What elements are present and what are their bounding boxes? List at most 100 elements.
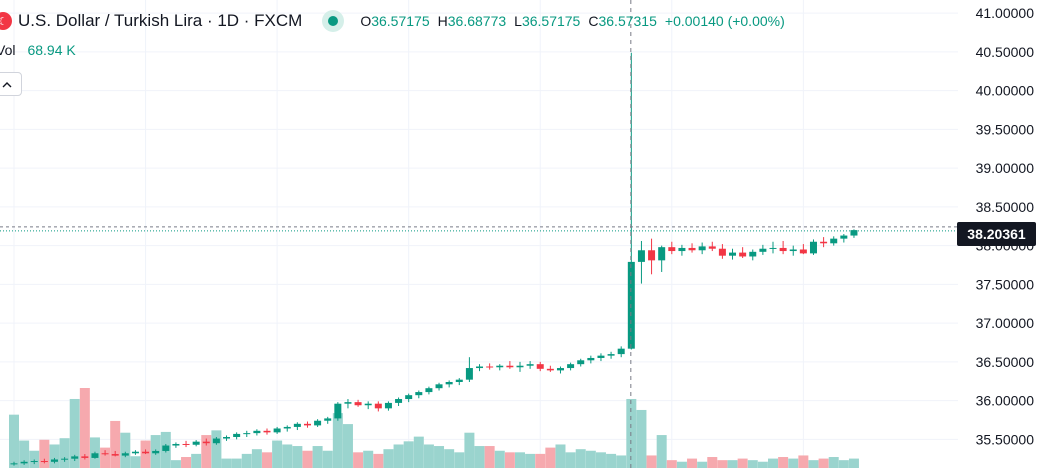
y-tick-label: 39.00000 <box>976 160 1035 176</box>
candle-body <box>820 241 828 244</box>
volume-bar <box>423 444 434 468</box>
candle-body <box>91 453 99 458</box>
volume-bar <box>818 458 829 468</box>
candle-body <box>162 445 170 451</box>
volume-legend: Vol 68.94 K <box>0 42 76 58</box>
last-price-label: 38.20361 <box>957 222 1036 246</box>
volume-bar <box>110 420 121 468</box>
candle-body <box>10 463 18 465</box>
volume-bar <box>676 461 687 468</box>
candle-body <box>202 441 210 444</box>
volume-bar <box>413 436 424 468</box>
candle-body <box>61 458 69 460</box>
candle-body <box>597 355 605 358</box>
open-key: O <box>360 13 372 29</box>
volume-bar <box>788 458 799 468</box>
volume-bar <box>170 460 181 468</box>
y-tick-label: 40.00000 <box>976 83 1035 99</box>
candle-body <box>526 364 534 366</box>
y-tick-label: 40.50000 <box>976 44 1035 60</box>
candle-body <box>648 250 656 261</box>
volume-bar <box>707 457 718 468</box>
candle-body <box>364 403 372 406</box>
market-status-icon[interactable] <box>322 10 345 32</box>
volume-bar <box>848 458 859 468</box>
price-axis[interactable]: 41.00000 40.50000 40.00000 39.50000 39.00000… <box>976 5 1035 447</box>
volume-bar <box>757 461 768 468</box>
volume-bar <box>221 458 232 468</box>
candle-body <box>243 433 251 435</box>
candle-body <box>739 252 747 257</box>
candle-body <box>759 248 767 252</box>
close-value: 36.57315 <box>598 13 657 29</box>
volume-bar <box>474 446 485 468</box>
volume-bar <box>798 455 809 468</box>
volume-bar <box>191 453 202 468</box>
candle-body <box>283 426 291 429</box>
candle-body <box>81 456 89 458</box>
low-value: 36.57175 <box>521 13 581 29</box>
candle-body <box>708 246 716 249</box>
volume-bar <box>312 446 323 468</box>
volume-bar <box>19 440 30 468</box>
chevron-up-icon <box>2 81 12 87</box>
change-value: +0.00140 (+0.00%) <box>664 13 785 29</box>
volume-bar <box>100 447 111 468</box>
candle-body <box>344 402 352 404</box>
candle-body <box>121 453 129 456</box>
volume-bar <box>373 453 384 468</box>
volume-bar <box>201 435 212 468</box>
volume-bar <box>585 450 596 468</box>
volume-bar <box>332 413 343 468</box>
volume-bar <box>181 457 192 468</box>
candle-body <box>263 430 271 433</box>
volume-bar <box>9 414 19 468</box>
volume-bar <box>49 444 60 468</box>
volume-bar <box>69 398 80 468</box>
candle-body <box>729 252 737 256</box>
volume-bar <box>393 444 404 468</box>
candle-body <box>789 249 797 252</box>
candle-body <box>273 428 281 433</box>
volume-bar <box>251 449 262 468</box>
volume-bar <box>504 452 515 468</box>
candle-body <box>40 461 48 463</box>
volume-bar <box>292 446 303 468</box>
volume-bar <box>687 458 698 468</box>
market-open-dot <box>328 16 339 26</box>
candle-body <box>496 365 504 368</box>
collapse-legend-button[interactable] <box>0 72 22 96</box>
volume-bar <box>666 460 677 468</box>
candle-body <box>567 364 575 369</box>
volume-bar <box>535 453 546 468</box>
candle-body <box>445 381 453 385</box>
y-tick-label: 37.50000 <box>976 276 1035 292</box>
volume-key: Vol <box>0 42 16 58</box>
candle-body <box>303 423 311 426</box>
y-tick-label: 39.50000 <box>976 121 1035 137</box>
candle-body <box>395 399 403 403</box>
candle-body <box>617 348 625 355</box>
volume-bar <box>140 440 151 468</box>
volume-bar <box>403 441 414 468</box>
volume-bar <box>656 435 667 468</box>
y-tick-label: 36.50000 <box>976 354 1035 370</box>
turkish-lira-flag-icon[interactable]: ☾ <box>0 12 12 30</box>
volume-bar <box>616 455 627 468</box>
volume-bar <box>565 452 576 468</box>
volume-bar <box>778 457 789 468</box>
volume-bar <box>697 461 708 468</box>
candle-body <box>698 246 706 251</box>
candle-body <box>101 453 109 455</box>
candle-body <box>223 437 231 439</box>
volume-bar <box>272 440 283 468</box>
candle-body <box>850 230 858 236</box>
candle-body <box>172 443 180 446</box>
candle-body <box>658 247 666 261</box>
symbol-title[interactable]: U.S. Dollar / Turkish Lira · 1D · FXCM <box>18 11 303 30</box>
candle-body <box>749 251 757 257</box>
candle-body <box>607 354 615 356</box>
candle-body <box>435 384 443 389</box>
candle-body <box>769 247 777 249</box>
